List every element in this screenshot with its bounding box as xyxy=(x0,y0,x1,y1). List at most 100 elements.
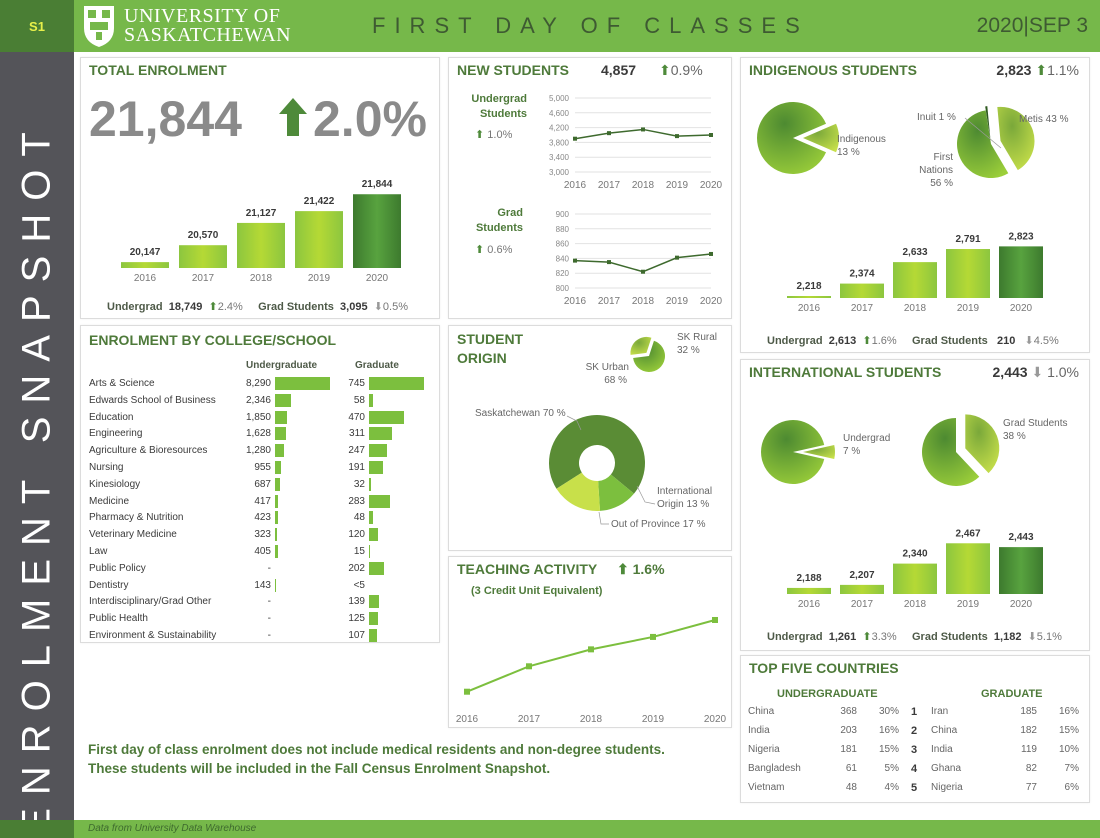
college-row: Public Policy - 202 xyxy=(81,561,439,577)
x-tick-label: 2017 xyxy=(518,714,541,725)
college-row: Nursing 955 191 xyxy=(81,460,439,476)
college-row: Arts & Science 8,290 745 xyxy=(81,376,439,392)
sk-rural-label: SK Rural xyxy=(677,332,717,343)
title-line: ORIGIN xyxy=(457,350,507,366)
international-label: International xyxy=(657,486,712,497)
college-name: Dentistry xyxy=(89,579,129,591)
international-bar-chart: 2,188 2016 2,207 2017 2,340 2018 2,467 2019 2,44… xyxy=(787,528,1043,610)
x-tick-label: 2019 xyxy=(957,303,980,314)
college-row: Education 1,850 470 xyxy=(81,410,439,426)
grad-percent: 16% xyxy=(1058,706,1079,717)
grad-value: <5 xyxy=(353,579,365,591)
data-point-2018 xyxy=(641,269,645,274)
page-title: FIRST DAY OF CLASSES xyxy=(372,13,809,38)
total-value: 21,844 xyxy=(89,91,242,147)
data-point-2016 xyxy=(573,258,577,263)
bar-2018 xyxy=(237,222,285,268)
donut-slice-international-origin xyxy=(598,474,634,511)
y-tick-label: 3,000 xyxy=(549,168,570,177)
top-countries-panel: TOP FIVE COUNTRIES UNDERGRADUATE GRADUAT… xyxy=(740,655,1090,803)
bar-2016 xyxy=(787,587,831,594)
grad-label: Grad Students xyxy=(258,301,334,313)
footnote-line: These students will be included in the F… xyxy=(88,761,551,776)
college-row: Engineering 1,628 311 xyxy=(81,426,439,442)
ug-percent: 16% xyxy=(878,725,899,736)
new-students-change-wrap: ⬆0.9% xyxy=(659,62,703,79)
y-tick-label: 800 xyxy=(556,284,570,293)
indigenous-pie-charts: Indigenous 13 % Inuit 1 % Metis 43 % First Na… xyxy=(757,102,1069,189)
grad-value: 139 xyxy=(348,596,365,608)
first-nations-label: First xyxy=(934,152,954,163)
new-students-change: 0.9% xyxy=(670,62,703,78)
x-tick-label: 2019 xyxy=(308,273,331,284)
college-name: Kinesiology xyxy=(89,478,141,490)
metis-label: Metis 43 % xyxy=(1019,114,1069,125)
ug-value: 1,850 xyxy=(245,411,271,423)
total-enrolment-panel: TOTAL ENROLMENT 21,844 2.0% 20,147 2016 20… xyxy=(80,57,440,319)
grad-value: 107 xyxy=(348,630,365,641)
ug-header: UNDERGRADUATE xyxy=(777,688,878,700)
student-origin-charts: SK Urban 68 % SK Rural 32 % Saskatchewan 70 … xyxy=(475,332,717,530)
x-tick-label: 2020 xyxy=(700,296,723,307)
ug-country: Bangladesh xyxy=(748,763,801,774)
x-tick-label: 2020 xyxy=(366,273,389,284)
grad-bar xyxy=(369,410,404,424)
ug-count: 368 xyxy=(840,706,857,717)
bar-2018 xyxy=(893,262,937,298)
bar-label: 20,147 xyxy=(130,247,161,258)
grad-bar xyxy=(369,377,424,390)
indigenous-breakdown: Undergrad 2,613 ⬆1.6% Grad Students 210 … xyxy=(767,334,1059,347)
ug-bar xyxy=(275,410,288,424)
arrow-up-icon: ⬆ xyxy=(208,301,218,313)
ug-value: 955 xyxy=(254,462,271,473)
footnote: First day of class enrolment does not in… xyxy=(88,740,665,778)
data-point-2018 xyxy=(588,646,594,653)
inuit-label: Inuit 1 % xyxy=(917,112,956,123)
grad-line-chart: 900 880 860 840 820 800 2016 2017 2018 2019 2020 xyxy=(556,210,723,307)
saskatchewan-label: Saskatchewan 70 % xyxy=(475,408,566,419)
x-tick-label: 2017 xyxy=(192,273,215,284)
grad-value: 15 xyxy=(353,546,365,557)
grad-value: 191 xyxy=(348,462,365,473)
pie-slice-metis xyxy=(997,106,1035,171)
bar-label: 2,218 xyxy=(796,281,821,292)
ug-bar xyxy=(275,444,284,458)
first-nations-percent: 56 % xyxy=(930,178,953,189)
crest-icon xyxy=(84,6,114,47)
footer-accent xyxy=(0,820,74,838)
college-row: Medicine 417 283 xyxy=(81,494,439,510)
arrow-up-icon xyxy=(279,98,307,136)
x-tick-label: 2017 xyxy=(851,303,874,314)
ug-value: 687 xyxy=(254,478,271,490)
grad-value: 247 xyxy=(348,445,365,457)
x-tick-label: 2017 xyxy=(851,599,874,610)
leader-line xyxy=(964,117,1002,149)
undergrad-change-wrap: ⬆ 1.0% xyxy=(475,128,512,141)
y-tick-label: 5,000 xyxy=(549,94,570,103)
grad-value: 120 xyxy=(348,529,365,541)
arrow-up-icon: ⬆ xyxy=(475,244,485,256)
international-breakdown: Undergrad 1,261 ⬆3.3% Grad Students 1,18… xyxy=(767,630,1062,643)
bar-label: 2,467 xyxy=(955,528,980,539)
panel-title: STUDENT ORIGIN xyxy=(457,330,523,368)
x-tick-label: 2018 xyxy=(580,714,603,725)
grad-bar xyxy=(369,494,390,508)
bar-label: 21,422 xyxy=(304,196,335,207)
college-name: Pharmacy & Nutrition xyxy=(89,512,184,524)
x-tick-label: 2020 xyxy=(1010,303,1033,314)
pie-slice-undergrad xyxy=(803,445,835,459)
indigenous-total: 2,823 ⬆1.1% xyxy=(996,62,1079,79)
y-tick-label: 3,800 xyxy=(549,138,570,147)
pie-slice-sk-rural xyxy=(630,336,652,355)
university-line-1: UNIVERSITY OF xyxy=(124,5,281,27)
first-nations-label: Nations xyxy=(919,165,953,176)
international-total: 2,443 ⬇ 1.0% xyxy=(993,364,1079,381)
ug-value: 405 xyxy=(254,546,271,557)
college-row: Kinesiology 687 32 xyxy=(81,477,439,493)
ug-percent: 5% xyxy=(884,763,899,774)
ug-value: 323 xyxy=(254,529,271,541)
data-point-2019 xyxy=(650,633,656,640)
arrow-up-icon: ⬆ xyxy=(475,129,485,141)
grad-value: 283 xyxy=(348,495,365,507)
total-breakdown: Undergrad 18,749 ⬆2.4% Grad Students 3,0… xyxy=(107,300,408,313)
